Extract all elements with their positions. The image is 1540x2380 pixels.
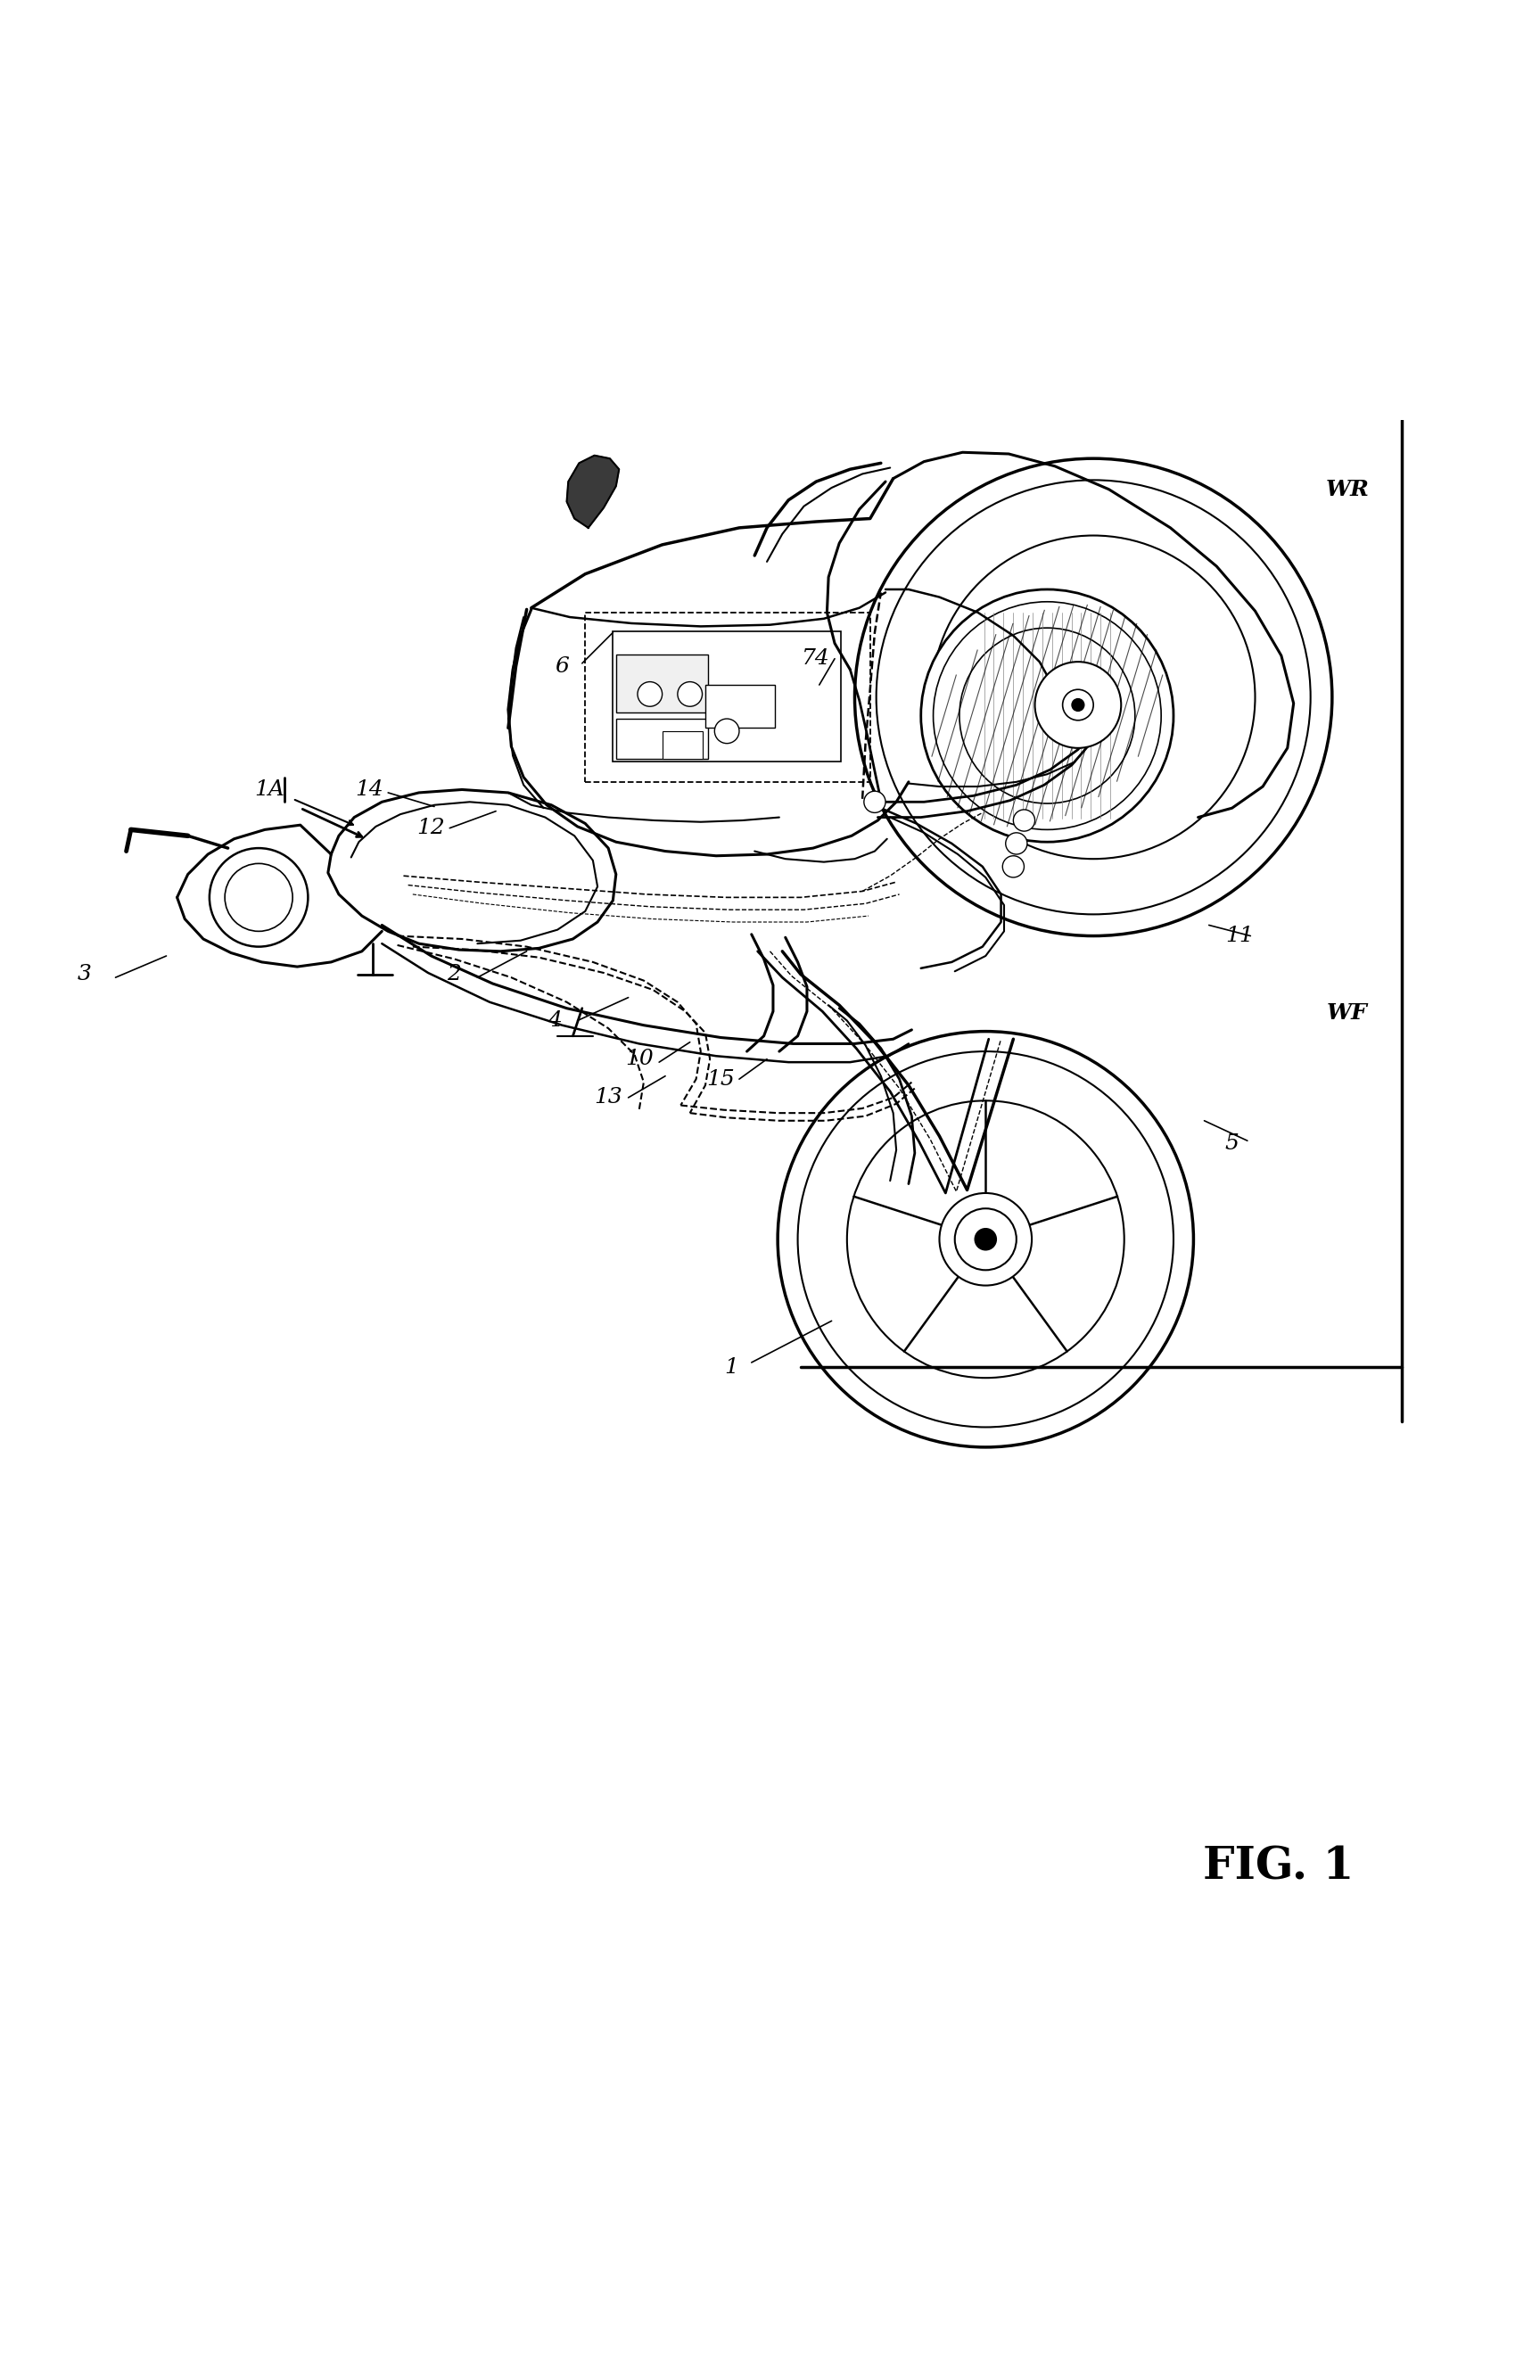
Text: 14: 14 (356, 778, 383, 800)
Circle shape (1013, 809, 1035, 831)
Circle shape (1072, 700, 1084, 712)
Circle shape (975, 1228, 996, 1250)
Text: 5: 5 (1224, 1133, 1240, 1154)
Circle shape (955, 1209, 1016, 1271)
Circle shape (1003, 857, 1024, 878)
Text: WR: WR (1326, 478, 1369, 500)
Bar (616, 654, 708, 712)
Text: 10: 10 (625, 1050, 653, 1069)
Text: 1A: 1A (254, 778, 285, 800)
Circle shape (1006, 833, 1027, 854)
Circle shape (1081, 685, 1106, 709)
Text: 6: 6 (554, 657, 570, 676)
Circle shape (939, 1192, 1032, 1285)
Circle shape (1035, 662, 1121, 747)
Text: WF: WF (1327, 1002, 1368, 1023)
Circle shape (209, 847, 308, 947)
Text: 12: 12 (417, 819, 445, 838)
Text: 74: 74 (802, 647, 830, 669)
Text: 11: 11 (1226, 926, 1254, 947)
Circle shape (678, 681, 702, 707)
Text: FIG. 1: FIG. 1 (1203, 1847, 1354, 1890)
Polygon shape (567, 455, 619, 528)
Circle shape (1063, 690, 1093, 721)
Text: 1: 1 (724, 1357, 739, 1378)
Circle shape (1060, 664, 1127, 731)
Text: 13: 13 (594, 1088, 622, 1107)
Text: 15: 15 (707, 1069, 735, 1090)
Circle shape (864, 790, 886, 812)
Circle shape (921, 590, 1173, 843)
Text: 4: 4 (547, 1012, 562, 1031)
Circle shape (715, 719, 739, 743)
Circle shape (638, 681, 662, 707)
Circle shape (955, 1209, 1016, 1271)
Text: 3: 3 (77, 964, 92, 985)
Bar (662, 731, 702, 759)
Bar (613, 631, 841, 762)
Bar (705, 685, 775, 728)
Circle shape (975, 1228, 996, 1250)
Text: 2: 2 (447, 964, 462, 985)
Bar (616, 719, 708, 759)
